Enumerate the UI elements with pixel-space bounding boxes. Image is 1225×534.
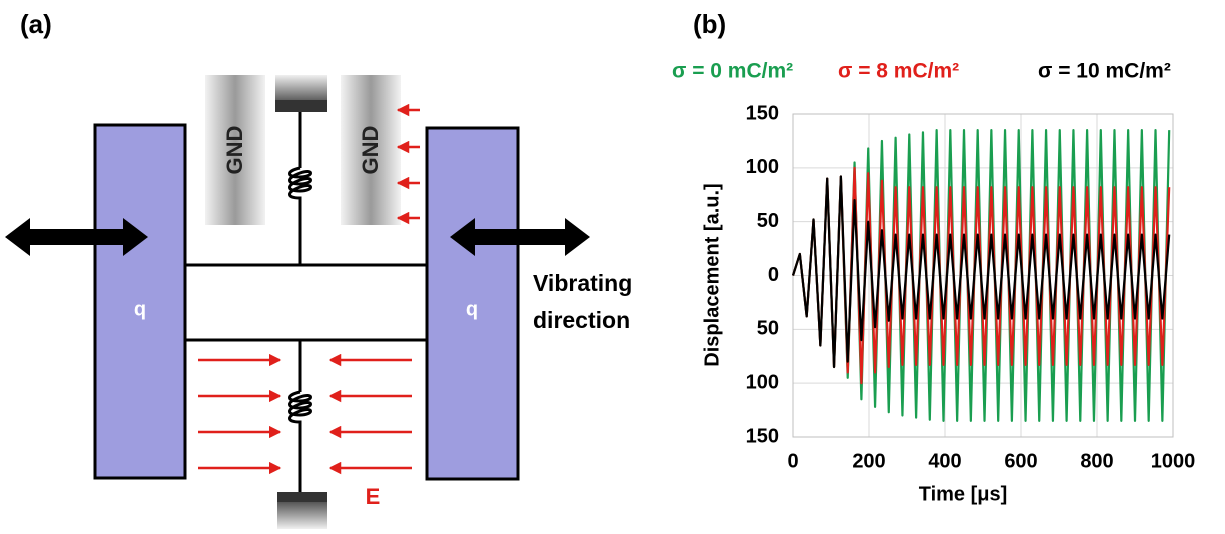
anchor-plate (275, 100, 327, 112)
y-tick-label: 150 (746, 102, 779, 124)
y-tick-label: 50 (757, 210, 779, 232)
y-tick-label: 100 (746, 371, 779, 393)
ground-electrode (341, 75, 401, 225)
double-arrow (5, 218, 148, 256)
charge-label: q (134, 298, 146, 320)
anchor (277, 502, 327, 529)
x-tick-label: 200 (852, 450, 885, 472)
gnd-label: GND (358, 126, 383, 175)
anchor (275, 75, 327, 102)
ground-electrode (205, 75, 265, 225)
y-tick-label: 0 (768, 264, 779, 286)
y-tick-label: 50 (757, 318, 779, 340)
x-axis-label: Time [μs] (919, 483, 1008, 505)
data-line (791, 175, 1171, 369)
field-arrows (198, 103, 420, 475)
legend-entry: σ = 10 mC/m² (1038, 60, 1171, 83)
x-tick-label: 0 (787, 450, 798, 472)
annotation: Vibrating (533, 270, 632, 296)
annotation: direction (533, 307, 630, 333)
panel-label: (a) (20, 9, 52, 39)
x-tick-label: 1000 (1151, 450, 1196, 472)
springs (185, 112, 427, 492)
legend-entry: σ = 8 mC/m² (838, 60, 959, 83)
double-arrow (450, 218, 590, 256)
y-tick-label: 100 (746, 156, 779, 178)
plot: 150 100 50 0 50 100 150 0 200 400 600 800 1000 (746, 102, 1196, 472)
mass (93, 123, 187, 480)
anchor-plate (277, 492, 327, 502)
legend-entry: σ = 0 mC/m² (672, 60, 793, 83)
panel-label: (b) (693, 9, 726, 39)
x-tick-label: 400 (928, 450, 961, 472)
mass (425, 126, 520, 481)
y-tick-label: 150 (746, 425, 779, 447)
field-label: E (366, 484, 381, 509)
charge-label: q (466, 298, 478, 320)
gnd-label: GND (222, 126, 247, 175)
diagram: GND GND q q Vibrating direction E (5, 75, 632, 529)
x-tick-label: 600 (1004, 450, 1037, 472)
x-tick-label: 800 (1080, 450, 1113, 472)
y-axis-label: Displacement [a.u.] (701, 183, 723, 366)
